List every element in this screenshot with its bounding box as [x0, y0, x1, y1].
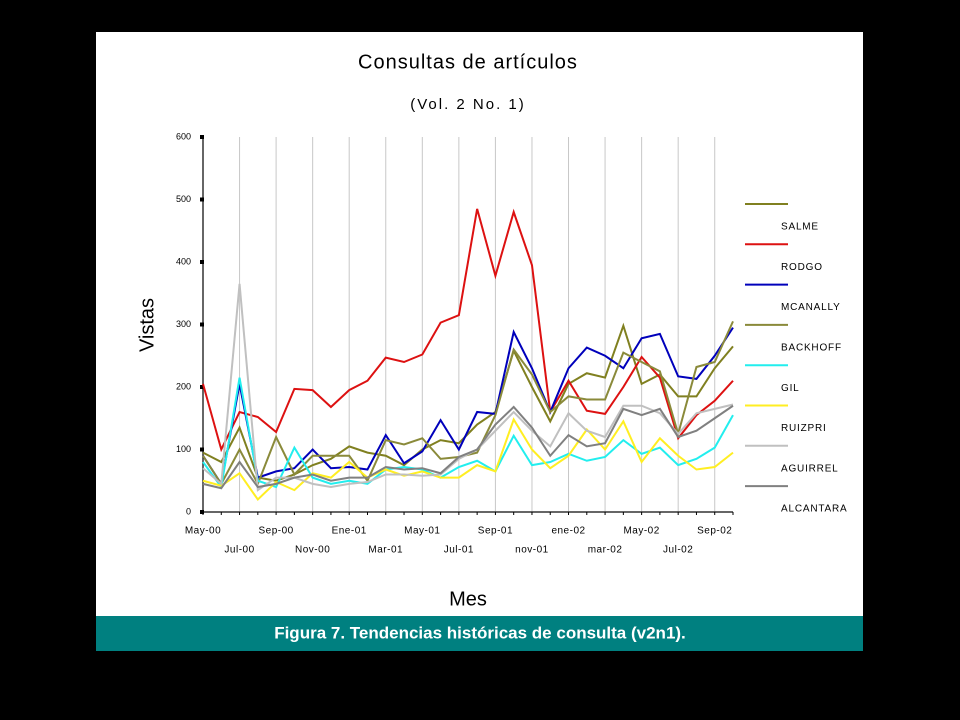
y-tick-label: 0: [186, 506, 191, 516]
y-tick: [200, 510, 204, 514]
series-line: [202, 417, 734, 502]
y-tick-label: 400: [176, 256, 191, 266]
legend-label: RUIZPRI: [781, 423, 827, 434]
series-line: [202, 377, 734, 490]
legend-label: AGUIRREL: [781, 463, 839, 474]
x-axis-label: Mes: [449, 588, 487, 610]
legend-label: ALCANTARA: [781, 504, 847, 515]
x-tick-label: Ene-01: [332, 526, 367, 537]
x-tick-label: mar-02: [588, 545, 623, 556]
x-tick-label: Mar-01: [368, 545, 403, 556]
chart-title: Consultas de artículos: [358, 51, 578, 73]
y-tick-label: 200: [176, 381, 191, 391]
legend-label: GIL: [781, 383, 800, 394]
y-tick: [200, 385, 204, 389]
x-tick-label: Jul-00: [224, 545, 254, 556]
y-tick-label: 300: [176, 319, 191, 329]
chart-subtitle: (Vol. 2 No. 1): [410, 96, 526, 113]
caption-bar: [96, 616, 863, 651]
series-line: [202, 322, 734, 482]
series-line: [202, 208, 734, 453]
x-tick-label: Sep-01: [478, 526, 513, 537]
x-tick-label: Nov-00: [295, 545, 330, 556]
y-tick: [200, 260, 204, 264]
x-tick-label: May-01: [404, 526, 440, 537]
y-tick-label: 100: [176, 444, 191, 454]
y-axis-label: Vistas: [136, 298, 158, 352]
y-tick: [200, 447, 204, 452]
y-tick: [200, 135, 204, 139]
series-line: [202, 404, 734, 490]
legend-label: RODGO: [781, 262, 823, 273]
y-tick-label: 500: [176, 194, 191, 204]
y-tick: [200, 322, 204, 327]
x-tick-label: May-02: [623, 526, 659, 537]
x-tick-label: ene-02: [551, 526, 585, 537]
caption: Figura 7. Tendencias históricas de consu…: [274, 623, 686, 642]
x-tick-label: Jul-01: [444, 545, 474, 556]
legend-label: SALME: [781, 222, 819, 233]
y-tick-label: 600: [176, 131, 191, 141]
chart-panel: [96, 32, 863, 616]
x-tick-label: Jul-02: [663, 545, 693, 556]
legend-label: BACKHOFF: [781, 343, 842, 354]
x-tick-label: May-00: [185, 526, 221, 537]
x-tick-label: nov-01: [515, 545, 549, 556]
x-tick-label: Sep-02: [697, 526, 732, 537]
y-tick: [200, 197, 204, 202]
legend-label: MCANALLY: [781, 302, 841, 313]
x-tick-label: Sep-00: [258, 526, 293, 537]
